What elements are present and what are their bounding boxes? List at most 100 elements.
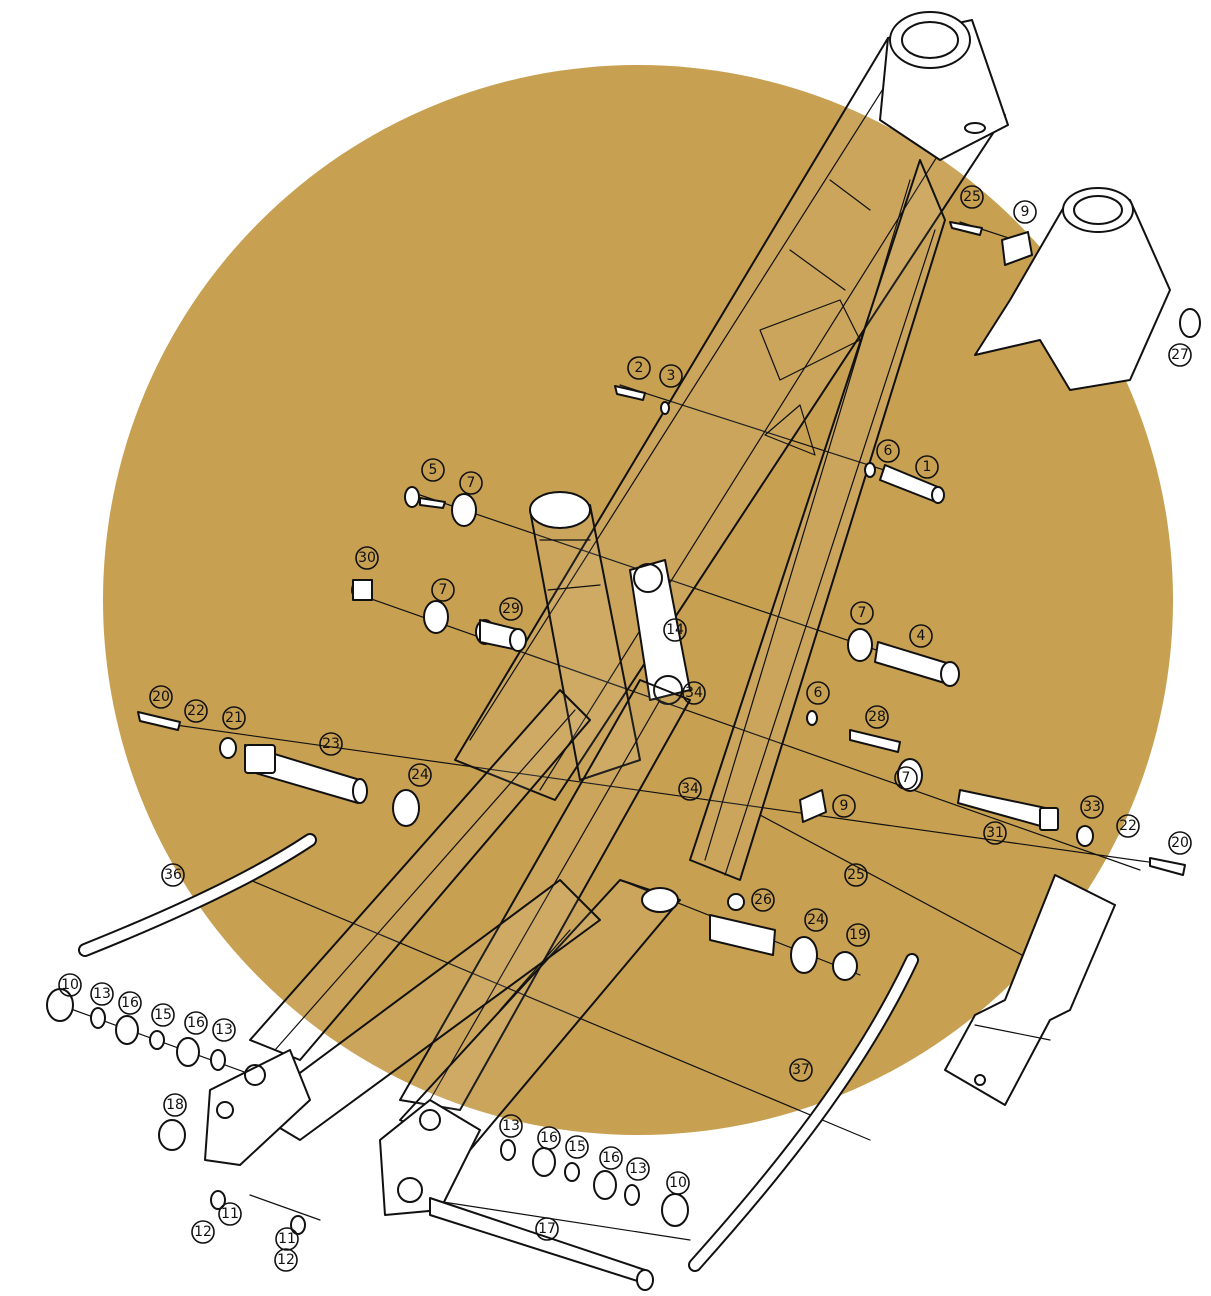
callout-circle [565, 1135, 589, 1159]
callout-12: 12 [274, 1248, 298, 1272]
pivot-axle [957, 789, 1059, 831]
callout-21: 21 [222, 706, 246, 730]
chain-stay [249, 879, 681, 1151]
callout-circle [1168, 343, 1192, 367]
callout-20: 20 [149, 685, 173, 709]
callout-number: 31 [986, 825, 1004, 841]
callout-number: 37 [792, 1062, 810, 1078]
callout-number: 9 [1021, 204, 1030, 220]
callout-number: 12 [194, 1224, 212, 1240]
callout-circle [751, 888, 775, 912]
hose-37 [688, 953, 919, 1272]
callout-circle [499, 1114, 523, 1138]
callout-circle [627, 356, 651, 380]
callout-31: 31 [983, 821, 1007, 845]
callout-number: 15 [154, 1007, 172, 1023]
callout-circle [184, 1011, 208, 1035]
callout-number: 33 [1083, 799, 1101, 815]
callout-circle [408, 763, 432, 787]
callout-number: 34 [681, 781, 699, 797]
callout-number: 22 [187, 703, 205, 719]
callout-10: 10 [666, 1171, 690, 1195]
callout-labels: 12 34566777799101011111212131313131415151… [58, 185, 1192, 1272]
callout-circle [151, 1003, 175, 1027]
callout-14: 14 [663, 618, 687, 642]
callout-23: 23 [319, 732, 343, 756]
rocker-link [629, 559, 691, 705]
callout-19: 19 [846, 923, 870, 947]
callout-number: 27 [1171, 347, 1189, 363]
callout-15: 15 [151, 1003, 175, 1027]
callout-27: 27 [1168, 343, 1192, 367]
callout-28: 28 [865, 705, 889, 729]
callout-number: 7 [902, 770, 911, 786]
callout-number: 25 [847, 867, 865, 883]
callout-30: 30 [355, 546, 379, 570]
callout-22: 22 [1116, 814, 1140, 838]
callout-number: 10 [669, 1175, 687, 1191]
callout-number: 1 [923, 459, 932, 475]
dropout-left [204, 1049, 311, 1166]
callout-number: 3 [667, 368, 676, 384]
callout-circle [626, 1157, 650, 1181]
callout-number: 16 [602, 1150, 620, 1166]
callout-3: 3 [659, 364, 683, 388]
hose-36 [78, 833, 317, 957]
callout-number: 2 [635, 360, 644, 376]
callout-7: 7 [459, 471, 483, 495]
callout-number: 13 [93, 986, 111, 1002]
callout-number: 17 [538, 1221, 556, 1237]
callout-16: 16 [118, 991, 142, 1015]
callout-circle [678, 777, 702, 801]
callout-circle [355, 546, 379, 570]
shock-body [244, 744, 368, 804]
callout-circle [163, 1093, 187, 1117]
callout-9: 9 [832, 794, 856, 818]
callout-17: 17 [535, 1217, 559, 1241]
callout-number: 14 [666, 622, 684, 638]
callout-number: 7 [467, 475, 476, 491]
callout-circle [983, 821, 1007, 845]
callout-circle [222, 706, 246, 730]
callout-circle [431, 578, 455, 602]
callout-number: 13 [629, 1161, 647, 1177]
callout-circle [846, 923, 870, 947]
callout-number: 36 [164, 867, 182, 883]
callout-circle [894, 766, 918, 790]
callout-number: 5 [429, 462, 438, 478]
callout-number: 7 [439, 582, 448, 598]
callout-10: 10 [58, 973, 82, 997]
callout-12: 12 [191, 1220, 215, 1244]
seat-tube [529, 491, 641, 781]
callout-6: 6 [806, 681, 830, 705]
callout-circle [191, 1220, 215, 1244]
callout-circle [212, 1018, 236, 1042]
callout-number: 16 [187, 1015, 205, 1031]
callout-number: 26 [754, 892, 772, 908]
callout-circle [806, 681, 830, 705]
callout-number: 22 [1119, 818, 1137, 834]
callout-number: 10 [61, 977, 79, 993]
callout-number: 23 [322, 736, 340, 752]
callout-circle [832, 794, 856, 818]
callout-circle [865, 705, 889, 729]
callout-18: 18 [163, 1093, 187, 1117]
callout-number: 20 [152, 689, 170, 705]
callout-number: 13 [502, 1118, 520, 1134]
callout-13: 13 [90, 982, 114, 1006]
dropout-right [379, 1099, 481, 1216]
callout-13: 13 [212, 1018, 236, 1042]
callout-13: 13 [626, 1157, 650, 1181]
callout-circle [319, 732, 343, 756]
callout-24: 24 [408, 763, 432, 787]
callout-circle [1013, 200, 1037, 224]
callout-circle [499, 597, 523, 621]
callout-5: 5 [421, 458, 445, 482]
callout-number: 30 [358, 550, 376, 566]
callout-37: 37 [789, 1058, 813, 1082]
callout-circle [1168, 831, 1192, 855]
callout-number: 18 [166, 1097, 184, 1113]
callout-16: 16 [184, 1011, 208, 1035]
callout-number: 20 [1171, 835, 1189, 851]
